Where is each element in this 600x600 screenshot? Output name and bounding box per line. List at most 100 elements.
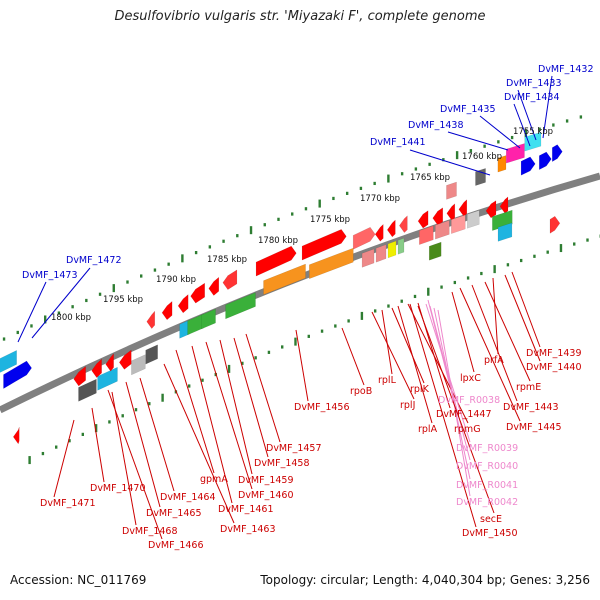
- gene-label: rplJ: [400, 400, 415, 411]
- locus-label: DvMF_1473: [22, 270, 78, 281]
- leader-line: [295, 329, 309, 402]
- gene-feature: [387, 240, 397, 259]
- leader-line: [492, 277, 499, 355]
- leader-line: [233, 337, 269, 458]
- gene-label: DvMF_R0039: [456, 443, 518, 454]
- gene-feature: [419, 225, 434, 246]
- gene-label: secE: [480, 514, 502, 525]
- gene-feature: [375, 244, 387, 263]
- leader-line: [163, 363, 235, 524]
- gene-feature: [222, 269, 238, 290]
- leader-line: [139, 377, 175, 492]
- gene-label: DvMF_1447: [436, 409, 492, 420]
- scale-label: 1790 kbp: [156, 275, 196, 285]
- gene-label: DvMF_1468: [122, 526, 178, 537]
- gene-feature: [73, 365, 86, 387]
- gene-feature: [255, 245, 297, 277]
- gene-feature: [309, 247, 354, 280]
- leader-line: [341, 327, 365, 386]
- leader-line: [31, 267, 91, 339]
- gene-feature: [467, 209, 480, 229]
- gene-feature: [177, 293, 189, 314]
- leader-line: [175, 349, 215, 474]
- gene-feature: [428, 241, 442, 261]
- gene-feature: [432, 207, 444, 226]
- gene-feature: [190, 282, 205, 304]
- gene-label: rpmG: [454, 424, 481, 435]
- scale-label: 1755 kbp: [513, 127, 553, 137]
- leader-line: [219, 339, 253, 475]
- leader-line: [504, 274, 541, 362]
- gene-label: DvMF_1458: [254, 458, 310, 469]
- gene-feature: [485, 200, 497, 219]
- gene-feature: [91, 358, 102, 379]
- scale-label: 1800 kbp: [51, 313, 91, 323]
- gene-label: DvMF_1461: [218, 504, 274, 515]
- gene-label: DvMF_1470: [90, 483, 146, 494]
- gene-label: DvMF_1439: [526, 348, 582, 359]
- leader-line: [517, 89, 537, 141]
- leader-line: [191, 345, 233, 504]
- leader-line: [484, 281, 531, 382]
- gene-label: rplK: [410, 384, 430, 395]
- gene-label: DvMF_1459: [238, 475, 294, 486]
- gene-feature: [131, 354, 146, 376]
- top-locus-labels: DvMF_1432 DvMF_1433 DvMF_1434 DvMF_1435 DvMF…: [22, 64, 594, 281]
- gene-feature: [361, 248, 375, 268]
- gene-feature: [118, 349, 132, 370]
- leader-line: [542, 75, 553, 139]
- gene-feature: [386, 219, 396, 238]
- gene-label: DvMF_R0042: [456, 497, 518, 508]
- leader-line: [391, 307, 425, 384]
- gene-feature: [3, 360, 32, 390]
- gene-label: DvMF_1443: [503, 402, 559, 413]
- locus-label: DvMF_1438: [408, 120, 464, 131]
- gene-label: rpmE: [516, 382, 541, 393]
- leader-line: [205, 341, 253, 490]
- gene-label: DvMF_1464: [160, 492, 216, 503]
- gene-feature: [78, 378, 97, 402]
- gene-feature: [497, 222, 513, 242]
- leader-line: [397, 305, 433, 424]
- scale-labels: 1755 kbp 1760 kbp 1765 kbp 1770 kbp 1775 kbp…: [51, 127, 553, 323]
- gene-feature: [161, 300, 173, 321]
- gene-label: DvMF_1445: [506, 422, 562, 433]
- gene-feature: [146, 310, 156, 330]
- scale-label: 1780 kbp: [258, 236, 298, 246]
- leader-line: [245, 333, 281, 443]
- gene-feature: [301, 229, 347, 261]
- gene-feature: [446, 203, 456, 221]
- scale-label: 1785 kbp: [207, 255, 247, 265]
- locus-label: DvMF_1432: [538, 64, 594, 75]
- gene-feature: [499, 196, 509, 214]
- scale-label: 1765 kbp: [410, 173, 450, 183]
- leader-line: [451, 291, 475, 373]
- gene-label: lpxC: [460, 373, 481, 384]
- leader-line: [513, 103, 531, 147]
- gene-feature: [225, 292, 256, 320]
- gene-label: prfA: [484, 355, 504, 366]
- leader-line: [417, 305, 495, 514]
- gene-label: DvMF_R0038: [438, 395, 500, 406]
- tick-marks: [2, 115, 600, 465]
- gene-feature: [539, 151, 552, 171]
- leader-line: [409, 149, 491, 176]
- gene-feature: [451, 214, 466, 235]
- gene-label: DvMF_1466: [148, 540, 204, 551]
- gene-label: DvMF_R0041: [456, 480, 518, 491]
- leader-line: [107, 389, 163, 540]
- scale-label: 1795 kbp: [103, 295, 143, 305]
- gene-label: rplL: [378, 375, 397, 386]
- scale-label: 1770 kbp: [360, 194, 400, 204]
- accession-label: Accession: NC_011769: [10, 573, 147, 587]
- gene-feature: [352, 226, 376, 250]
- leader-line: [371, 311, 415, 400]
- gene-label: gpmA: [200, 474, 228, 485]
- gene-label: DvMF_1463: [220, 524, 276, 535]
- genome-info-label: Topology: circular; Length: 4,040,304 bp…: [260, 573, 590, 587]
- leader-line: [459, 287, 521, 422]
- gene-label: DvMF_1457: [266, 443, 322, 454]
- gene-feature: [446, 181, 457, 200]
- gene-label: DvMF_1471: [40, 498, 96, 509]
- gene-label: DvMF_R0040: [456, 461, 518, 472]
